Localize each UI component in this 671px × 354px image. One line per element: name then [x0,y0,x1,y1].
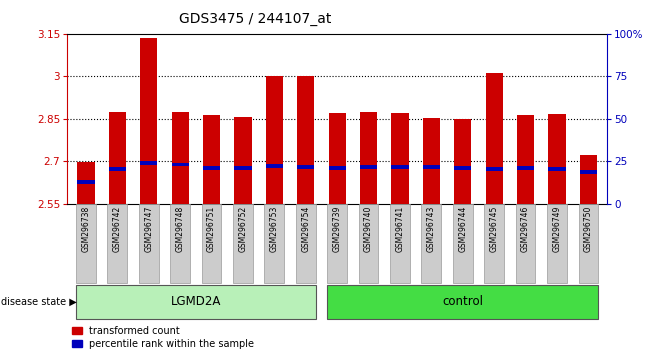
Bar [297,76,315,204]
Bar [453,204,472,283]
Bar [423,165,440,169]
Bar [329,166,346,170]
Text: GSM296741: GSM296741 [395,206,405,252]
Text: GSM296738: GSM296738 [81,206,91,252]
Bar [360,165,377,169]
Bar [390,204,410,283]
Bar [329,114,346,204]
Bar [391,165,409,169]
Bar [359,204,378,283]
Bar [107,204,127,283]
Bar [327,204,347,283]
Bar [233,204,253,283]
Bar [548,167,566,171]
Bar [140,161,158,165]
Text: GSM296746: GSM296746 [521,206,530,252]
Bar [109,112,126,204]
Bar [421,204,442,283]
Bar [140,38,158,204]
Text: GSM296744: GSM296744 [458,206,467,252]
Text: GDS3475 / 244107_at: GDS3475 / 244107_at [178,12,331,27]
Bar [484,204,504,283]
Bar [172,112,189,204]
Legend: transformed count, percentile rank within the sample: transformed count, percentile rank withi… [72,326,254,349]
Text: GSM296742: GSM296742 [113,206,122,252]
Bar [517,115,534,204]
Bar [296,204,315,283]
Bar [202,204,221,283]
Bar [517,166,534,170]
Bar [454,166,472,170]
Bar [264,204,285,283]
Bar [516,204,535,283]
Text: GSM296740: GSM296740 [364,206,373,252]
Text: GSM296739: GSM296739 [333,206,342,252]
Bar [423,118,440,204]
Bar [391,113,409,204]
Bar [234,116,252,204]
Text: GSM296743: GSM296743 [427,206,436,252]
Text: control: control [442,295,483,308]
Bar [297,165,315,169]
Bar [76,285,315,319]
Text: GSM296751: GSM296751 [207,206,216,252]
Bar [327,285,599,319]
Bar [580,170,597,174]
Text: GSM296747: GSM296747 [144,206,153,252]
Bar [548,114,566,204]
Text: GSM296745: GSM296745 [490,206,499,252]
Text: LGMD2A: LGMD2A [170,295,221,308]
Bar [139,204,158,283]
Bar [77,180,95,184]
Bar [360,112,377,204]
Text: GSM296750: GSM296750 [584,206,593,252]
Text: GSM296754: GSM296754 [301,206,310,252]
Bar [203,115,220,204]
Bar [76,204,96,283]
Bar [580,155,597,204]
Bar [547,204,567,283]
Text: GSM296748: GSM296748 [176,206,185,252]
Text: GSM296753: GSM296753 [270,206,279,252]
Bar [486,73,503,204]
Bar [578,204,599,283]
Text: GSM296749: GSM296749 [552,206,562,252]
Bar [454,119,472,204]
Bar [170,204,190,283]
Bar [266,76,283,204]
Bar [234,166,252,170]
Bar [486,167,503,171]
Bar [203,166,220,170]
Bar [109,167,126,171]
Text: GSM296752: GSM296752 [238,206,248,252]
Bar [172,162,189,166]
Text: disease state ▶: disease state ▶ [1,297,76,307]
Bar [266,164,283,168]
Bar [77,162,95,204]
